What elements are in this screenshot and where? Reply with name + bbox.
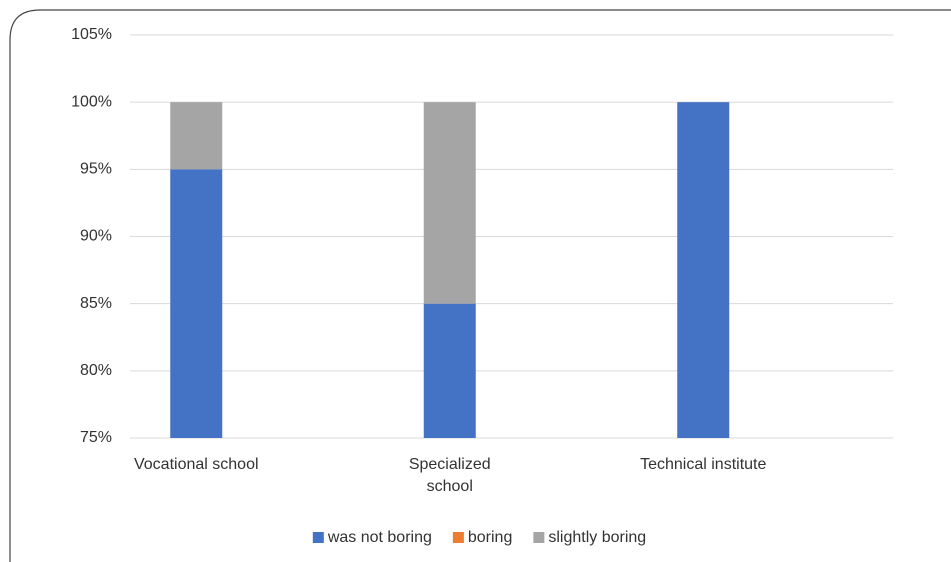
y-tick-label: 95% <box>80 161 112 178</box>
y-tick-label: 105% <box>71 26 112 43</box>
y-tick-label: 75% <box>80 429 112 446</box>
bar-segment <box>170 169 223 439</box>
y-tick-label: 90% <box>80 228 112 245</box>
bar-segment <box>677 102 730 439</box>
legend-swatch <box>533 532 545 543</box>
frame <box>9 9 951 562</box>
x-tick-label: Specialized school <box>408 456 491 495</box>
legend-label: boring <box>468 529 512 546</box>
x-tick-label: Technical institute <box>640 456 767 473</box>
y-tick-label: 85% <box>80 295 112 312</box>
legend-swatch <box>312 532 324 543</box>
legend-label: slightly boring <box>548 529 646 546</box>
x-tick-label: Vocational school <box>133 456 259 473</box>
y-tick-label: 100% <box>71 93 112 110</box>
bar-segment <box>423 303 476 438</box>
legend-label: was not boring <box>327 529 432 546</box>
y-tick-label: 80% <box>80 362 112 379</box>
bar-segment <box>423 102 476 304</box>
legend-swatch <box>452 532 464 543</box>
bar-segment <box>170 102 223 170</box>
